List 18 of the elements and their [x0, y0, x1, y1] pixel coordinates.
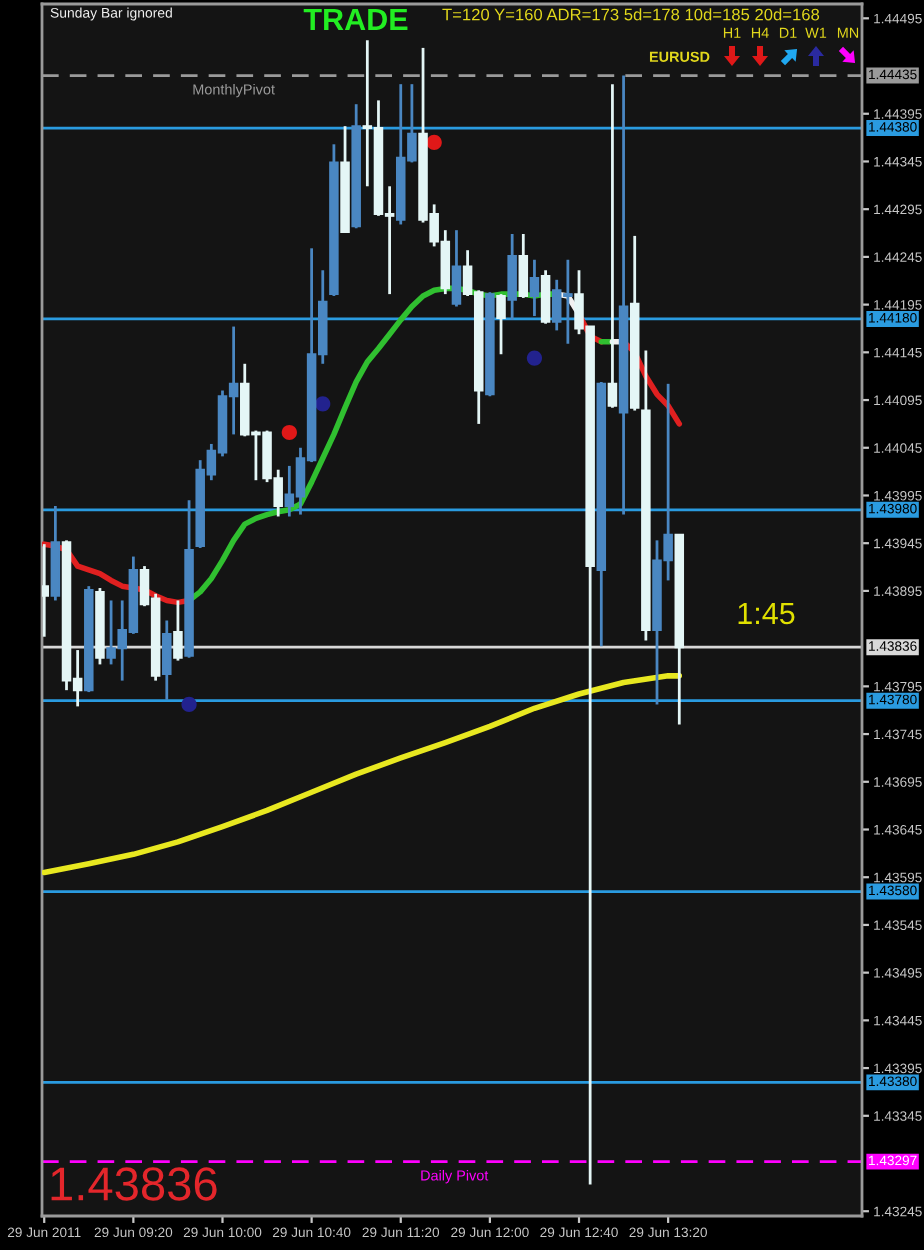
annotation: 1:45: [738, 602, 795, 625]
chart-title: TRADE: [303, 8, 408, 30]
candlestick: [529, 258, 540, 318]
candlestick: [507, 232, 517, 322]
point: [181, 696, 197, 713]
point: [315, 396, 331, 412]
candlestick: [173, 599, 183, 662]
point: [526, 350, 543, 366]
annotation: 1.43836: [51, 1167, 217, 1201]
candlestick: [162, 619, 172, 702]
line-series: [42, 673, 683, 876]
point: [426, 134, 442, 150]
candlestick: [540, 268, 551, 326]
candlestick: [496, 292, 506, 356]
candlestick: [451, 228, 462, 308]
annotation: T=120 Y=160 ADR=173 5d=178 10d=185 20d=168: [442, 8, 820, 21]
point: [281, 424, 297, 441]
candlestick: [518, 232, 529, 300]
